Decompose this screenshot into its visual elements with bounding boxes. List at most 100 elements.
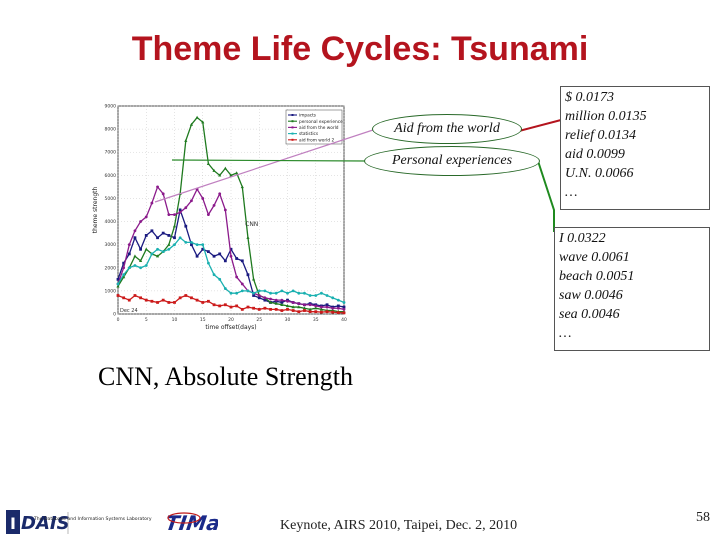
data-point [207,250,210,253]
data-point [274,291,278,295]
data-point [336,304,340,308]
x-axis-label: time offset(days) [205,324,256,331]
data-point [218,277,222,281]
data-point [297,291,301,295]
data-point [223,259,227,263]
legend-label: aid from world 2 [299,137,334,143]
data-point [302,306,307,310]
data-point [195,187,199,191]
data-point [331,306,335,310]
data-point [184,240,188,244]
data-point [308,294,312,297]
oval-personal-experiences: Personal experiences [364,146,540,176]
term-line: I 0.0322 [559,231,606,246]
data-point [161,192,165,196]
data-point [133,236,137,240]
data-point [172,224,177,228]
data-point [303,303,306,307]
data-point [195,298,199,302]
legend-label: personal experience [299,119,343,125]
data-point [257,289,261,293]
data-point [139,220,142,223]
data-point [325,310,329,314]
data-point [139,259,143,263]
legend-marker [291,132,294,135]
term-line: beach 0.0051 [559,269,635,284]
data-point [127,298,131,302]
x-tick-label: 20 [228,317,234,323]
data-point [263,296,267,300]
y-tick-label: 0 [113,312,116,318]
data-point [291,309,295,312]
data-point [269,297,272,301]
data-point [291,301,295,304]
data-point [331,296,335,300]
data-point [184,224,188,228]
data-point [252,306,255,310]
data-point [246,235,250,239]
data-point [268,300,273,304]
data-point [314,306,318,310]
data-point [167,247,171,251]
data-point [297,302,301,305]
theme-strength-chart: 0 1000 2000 3000 4000 5000 6000 7000 8000 9000 0 5 1… [90,100,352,332]
data-point [122,261,126,265]
data-point [139,247,142,251]
data-point [133,229,137,233]
data-point [133,254,137,258]
data-point [274,301,278,305]
data-point [314,294,318,297]
legend-marker [291,114,294,116]
svg-text:I: I [10,514,16,533]
data-point [190,296,193,300]
data-point [325,294,329,297]
data-point [207,213,210,217]
data-point [342,307,346,311]
y-tick-label: 6000 [105,173,117,179]
data-point [240,289,244,293]
data-point [195,254,199,258]
data-point [252,294,255,297]
data-point [207,261,210,265]
data-point [155,254,160,258]
x-tick-label: 5 [145,317,148,323]
term-line: saw 0.0046 [559,288,623,303]
data-point [173,243,176,247]
data-point [156,236,159,240]
data-point [325,303,329,307]
data-point [342,301,346,304]
data-point [190,240,193,244]
data-point [342,305,346,309]
data-point [240,282,244,286]
data-point [201,243,205,247]
data-point [133,294,137,297]
terms-box-personal: I 0.0322 wave 0.0061 beach 0.0051 saw 0.… [554,227,710,351]
data-point [303,309,306,312]
data-point [212,254,216,258]
legend-label: impacts [299,113,317,119]
data-point [156,247,159,251]
data-point [150,201,154,205]
term-line: aid 0.0099 [565,147,625,162]
data-point [257,294,261,297]
term-line: … [559,326,572,341]
data-point [161,250,165,254]
data-point [223,208,227,212]
oval-aid-from-world: Aid from the world [372,114,522,144]
data-point [201,197,205,200]
data-point [246,289,250,293]
data-point [201,247,205,251]
data-point [314,304,318,308]
y-tick-label: 2000 [105,265,117,271]
term-line: relief 0.0134 [565,128,637,143]
term-line: U.N. 0.0066 [565,166,634,181]
term-line: million 0.0135 [565,109,647,124]
data-point [308,303,312,307]
data-point [167,234,171,237]
data-point [303,291,306,295]
data-point [167,301,171,304]
data-point [212,273,216,277]
chart-svg: 0 1000 2000 3000 4000 5000 6000 7000 8000 9000 0 5 1… [92,104,347,332]
term-line: $ 0.0173 [565,90,614,105]
data-point [116,284,120,288]
